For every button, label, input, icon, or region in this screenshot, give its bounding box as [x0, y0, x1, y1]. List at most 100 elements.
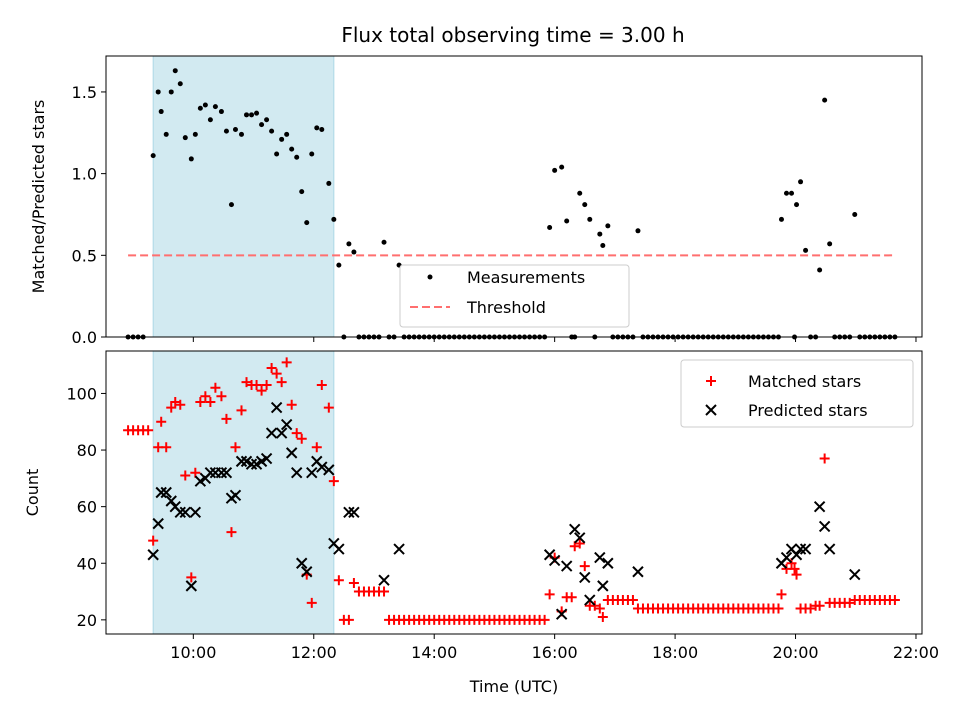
matched-star-point [379, 586, 390, 597]
predicted-star-point [584, 594, 596, 606]
measurement-point [192, 131, 198, 137]
matched-star-point [216, 391, 227, 402]
y-tick-label: 0.5 [72, 246, 97, 265]
matched-star-point [544, 589, 555, 600]
x-axis-ticks [192, 337, 917, 342]
matched-star-point [261, 379, 272, 390]
predicted-star-point [270, 401, 283, 414]
predicted-star-point [579, 571, 591, 584]
predicted-star-point [147, 549, 159, 561]
y-tick-label: 40 [77, 554, 97, 573]
predicted-star-point [799, 543, 812, 555]
measurement-point [635, 228, 641, 234]
measurement-point [547, 225, 553, 231]
measurement-point [238, 131, 244, 137]
matched-star-point [333, 575, 344, 586]
predicted-star-point [548, 554, 561, 567]
matched-star-point [221, 413, 232, 424]
matched-star-point [148, 535, 159, 546]
matched-star-point [205, 396, 216, 407]
measurement-point [244, 112, 250, 118]
legend: Matched stars Predicted stars [680, 359, 914, 428]
predicted-star-point [179, 506, 191, 519]
matched-star-point [594, 603, 605, 614]
measurement-point [803, 247, 809, 253]
legend-label-matched: Matched stars [748, 372, 861, 391]
matched-star-point [166, 402, 177, 413]
measurement-point [559, 164, 565, 170]
y-axis-label: Matched/Predicted stars [29, 100, 48, 294]
measurement-point [207, 117, 213, 123]
predicted-star-point [849, 568, 861, 581]
predicted-star-point [235, 455, 248, 468]
measurement-point [319, 127, 325, 133]
measurement-point [197, 105, 203, 111]
measurement-point [155, 89, 161, 95]
measurement-point [789, 190, 795, 196]
measurement-point [182, 135, 188, 141]
matched-star-point [597, 612, 608, 623]
y-tick-label: 0.0 [72, 328, 97, 347]
measurement-point [552, 167, 558, 173]
legend-marker-matched [706, 376, 716, 386]
y-tick-label: 100 [66, 384, 97, 403]
x-tick-label: 20:00 [772, 643, 818, 662]
measurement-point [346, 241, 352, 247]
legend-label-measurements: Measurements [467, 268, 585, 287]
y-tick-label: 20 [77, 611, 97, 630]
matched-star-point [579, 561, 590, 572]
measurement-point [577, 190, 583, 196]
legend-x-marker [705, 404, 717, 416]
matched-star-point [844, 597, 855, 608]
matched-star-point [589, 600, 600, 611]
predicted-star-point [260, 452, 273, 465]
count-panel: 20 40 60 80 100 10:00 12:00 14:00 16:00 18:00 20:… [23, 350, 939, 696]
measurement-point [249, 112, 255, 118]
measurement-point [817, 267, 823, 273]
legend-box [399, 264, 630, 328]
predicted-star-point [174, 506, 186, 519]
matched-star-point [786, 558, 797, 569]
measurement-point [605, 223, 611, 229]
measurement-point [274, 151, 280, 157]
predicted-star-point [790, 549, 803, 561]
matched-star-point [574, 538, 585, 549]
matched-star-point [190, 467, 201, 478]
predicted-star-point [597, 580, 609, 592]
predicted-star-point [290, 466, 303, 479]
legend-label-predicted: Predicted stars [748, 401, 868, 420]
predicted-star-point [229, 489, 242, 502]
observing-window-highlight [152, 55, 335, 338]
predicted-star-points [147, 401, 861, 620]
predicted-star-point [348, 506, 360, 519]
predicted-star-point [574, 532, 586, 544]
y-axis-label: Count [23, 469, 42, 517]
matched-star-point [323, 402, 334, 413]
measurement-point [177, 81, 183, 87]
measurement-point [212, 104, 218, 110]
matched-star-point [328, 476, 339, 487]
matched-star-point [170, 396, 181, 407]
matched-star-point [306, 597, 317, 608]
figure-title: Flux total observing time = 3.00 h [341, 23, 684, 47]
predicted-star-point [818, 520, 831, 533]
matched-star-point [266, 362, 277, 373]
matched-star-point [286, 399, 297, 410]
measurement-point [188, 156, 194, 162]
predicted-star-point [378, 574, 390, 586]
matched-star-point [566, 592, 577, 603]
matched-star-point [348, 578, 359, 589]
measurement-point [228, 202, 234, 208]
measurement-point [351, 249, 357, 255]
measurement-point [784, 190, 790, 196]
matched-star-point [143, 425, 154, 436]
predicted-star-point [185, 580, 198, 592]
predicted-star-point [823, 543, 836, 555]
legend-marker-measurements [427, 274, 433, 280]
matched-star-point [200, 391, 211, 402]
measurement-point [304, 220, 310, 226]
measurement-point [284, 131, 290, 137]
matched-star-point [175, 399, 186, 410]
predicted-star-point [296, 557, 308, 569]
